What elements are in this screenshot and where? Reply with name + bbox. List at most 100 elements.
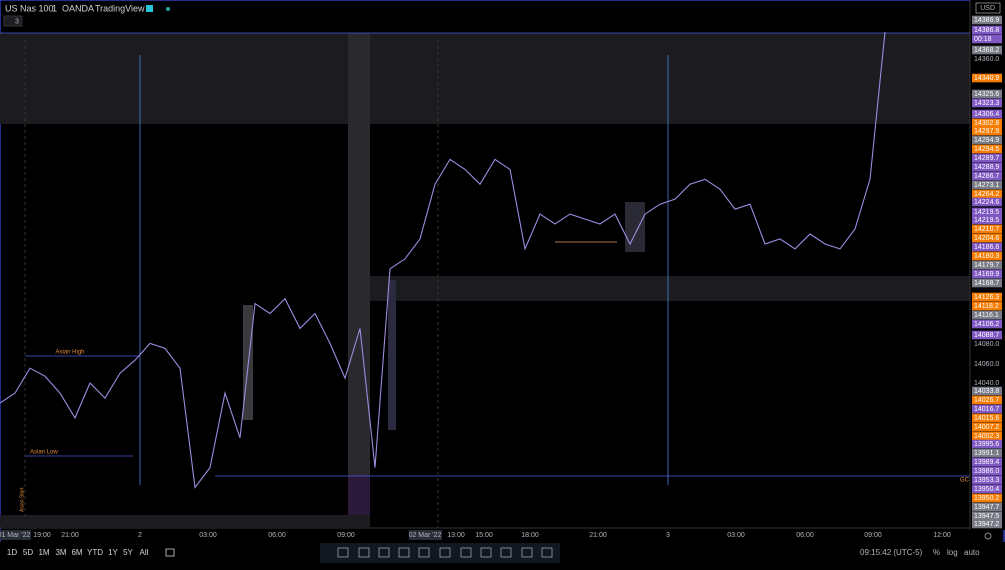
price-label-bg (972, 126, 1002, 136)
tool-icon[interactable] (541, 547, 553, 558)
indicator-toggle[interactable] (3, 15, 23, 27)
price-label-bg (972, 260, 1002, 270)
zone (0, 33, 970, 124)
price-label: 14360.0 (974, 56, 999, 63)
time-label: 19:00 (33, 532, 51, 539)
tool-icon[interactable] (378, 547, 390, 558)
range-button[interactable]: 1Y (108, 548, 118, 557)
price-label: 14219.5 (974, 217, 999, 224)
price-label: 14040.0 (974, 380, 999, 387)
annotation: GCP (960, 478, 973, 484)
price-label: 13947.5 (974, 513, 999, 520)
tool-icon[interactable] (480, 547, 492, 558)
price-label-bg (972, 310, 1002, 320)
price-label-bg (972, 466, 1002, 476)
price-label-bg (972, 171, 1002, 181)
price-label-bg (972, 431, 1002, 441)
price-label: 14060.0 (974, 361, 999, 368)
tool-icon[interactable] (358, 547, 370, 558)
tool-icon[interactable] (418, 547, 430, 558)
zone (370, 276, 970, 301)
time-label: 01 Mar '22 (0, 532, 31, 539)
price-label-bg (972, 493, 1002, 503)
compare-icon[interactable] (165, 548, 175, 557)
price-label: 14306.4 (974, 111, 999, 118)
tool-icon[interactable] (398, 547, 410, 558)
currency[interactable]: USD (980, 5, 995, 12)
price-label: 14273.1 (974, 182, 999, 189)
range-button[interactable]: 6M (71, 548, 82, 557)
price-label: 14088.7 (974, 332, 999, 339)
range-button[interactable]: 1M (38, 548, 49, 557)
indicator-count[interactable]: 3 (15, 18, 19, 25)
price-label-bg (972, 98, 1002, 108)
percent-toggle[interactable]: % (933, 548, 940, 557)
price-label-bg (972, 207, 1002, 217)
time-label: 3 (666, 532, 670, 539)
price-label-bg (972, 73, 1002, 83)
price-label-bg (972, 109, 1002, 119)
auto-toggle[interactable]: auto (964, 548, 980, 557)
box (388, 280, 396, 430)
tool-icon[interactable] (500, 547, 512, 558)
flag-icon[interactable] (146, 5, 153, 12)
symbol[interactable]: US Nas 100 (5, 3, 54, 13)
price-label-bg (972, 292, 1002, 302)
tool-icon[interactable] (521, 547, 533, 558)
price-label: 13995.6 (974, 441, 999, 448)
price-label: 00:18 (974, 36, 992, 43)
price-label: 14169.9 (974, 271, 999, 278)
time-label: 21:00 (61, 532, 79, 539)
price-label-bg (972, 197, 1002, 207)
price-label-bg (972, 330, 1002, 340)
price-label-bg (972, 15, 1002, 25)
status-dot (166, 7, 170, 11)
range-button[interactable]: 3M (55, 548, 66, 557)
price-label-bg (972, 45, 1002, 55)
price-label-bg (972, 224, 1002, 234)
price-label-bg (972, 386, 1002, 396)
time-label: 03:00 (727, 532, 745, 539)
time-label: 21:00 (589, 532, 607, 539)
price-line (0, 31, 886, 489)
range-button[interactable]: 1D (7, 548, 17, 557)
price-label: 14294.9 (974, 137, 999, 144)
price-label-bg (972, 251, 1002, 261)
price-label-bg (972, 233, 1002, 243)
settings-icon[interactable] (984, 532, 992, 540)
price-label-bg (972, 422, 1002, 432)
time-label: 03:00 (199, 532, 217, 539)
price-label: 14116.1 (974, 312, 999, 319)
price-label: 14210.7 (974, 226, 999, 233)
interval[interactable]: 1 (52, 3, 57, 13)
price-label: 14386.8 (974, 27, 999, 34)
currency-box[interactable] (975, 2, 1001, 14)
range-button[interactable]: YTD (87, 548, 103, 557)
clock: 09:15:42 (UTC-5) (860, 548, 923, 557)
price-label: 13986.0 (974, 468, 999, 475)
price-label-bg (972, 278, 1002, 288)
price-label-bg (972, 448, 1002, 458)
tool-icon[interactable] (439, 547, 451, 558)
price-label: 14168.7 (974, 280, 999, 287)
time-label: 2 (138, 532, 142, 539)
range-button[interactable]: 5Y (123, 548, 133, 557)
price-label-bg (972, 395, 1002, 405)
range-button[interactable]: All (140, 548, 149, 557)
log-toggle[interactable]: log (947, 548, 958, 557)
price-label-bg (972, 519, 1002, 529)
time-label-bg (409, 530, 442, 540)
price-label: 14179.7 (974, 262, 999, 269)
price-label-bg (972, 34, 1002, 44)
price-label-bg (972, 242, 1002, 252)
tool-icon[interactable] (460, 547, 472, 558)
price-label: 14007.2 (974, 424, 999, 431)
range-button[interactable]: 5D (23, 548, 33, 557)
price-label-bg (972, 511, 1002, 521)
price-label-bg (972, 301, 1002, 311)
tool-icon[interactable] (337, 547, 349, 558)
annotation: Asian High (55, 350, 84, 356)
time-label: 13:00 (447, 532, 465, 539)
price-label: 14297.9 (974, 128, 999, 135)
price-label: 14015.6 (974, 415, 999, 422)
